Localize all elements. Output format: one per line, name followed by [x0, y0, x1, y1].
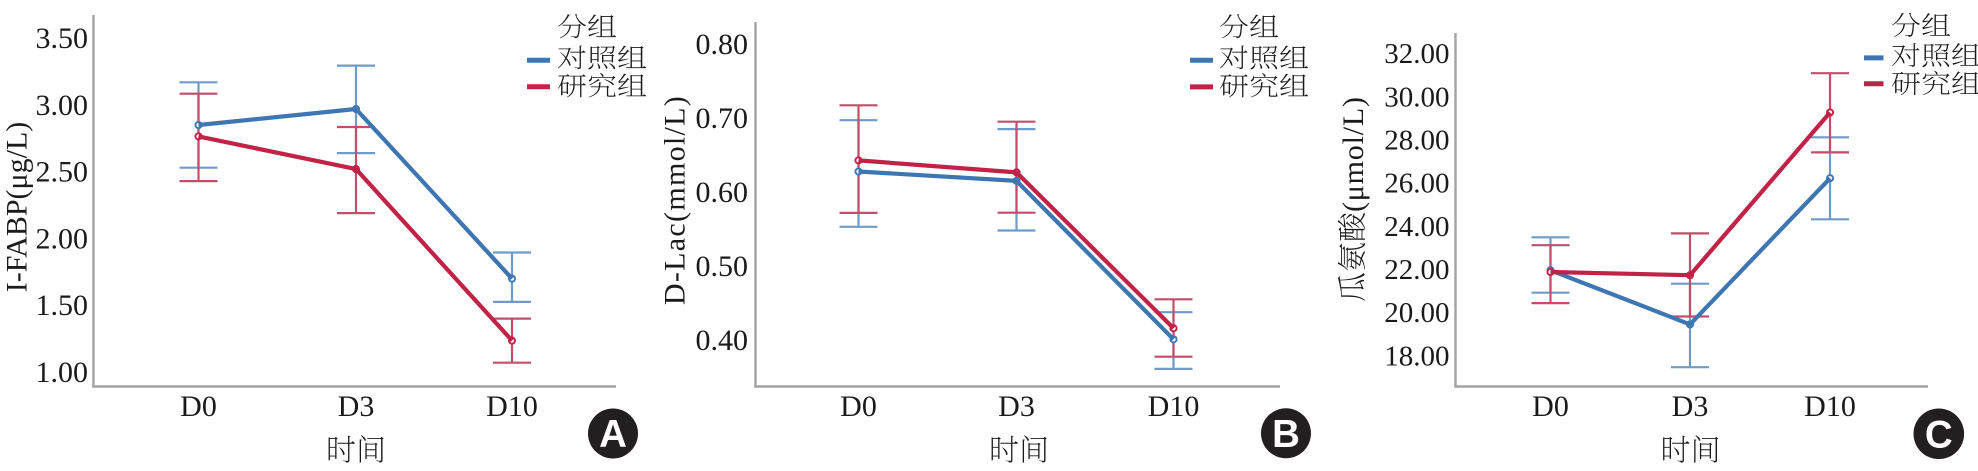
svg-text:1.00: 1.00 [36, 356, 89, 389]
svg-text:D10: D10 [1148, 390, 1200, 423]
svg-text:D3: D3 [1672, 390, 1709, 423]
svg-text:0.40: 0.40 [696, 324, 749, 357]
svg-text:D10: D10 [1804, 390, 1856, 423]
svg-text:C: C [1925, 414, 1953, 457]
svg-text:0.80: 0.80 [696, 28, 749, 61]
svg-text:2.50: 2.50 [36, 156, 89, 189]
svg-text:B: B [1272, 413, 1300, 456]
svg-text:26.00: 26.00 [1384, 168, 1449, 200]
svg-text:D3: D3 [998, 390, 1035, 423]
svg-text:0.50: 0.50 [696, 250, 749, 283]
svg-text:D0: D0 [840, 390, 877, 423]
svg-text:30.00: 30.00 [1384, 81, 1449, 113]
svg-text:28.00: 28.00 [1384, 125, 1449, 157]
svg-text:24.00: 24.00 [1384, 211, 1449, 243]
svg-text:A: A [599, 413, 627, 456]
svg-text:D-Lac(mmol/L): D-Lac(mmol/L) [659, 95, 692, 305]
svg-text:18.00: 18.00 [1384, 340, 1449, 372]
svg-text:20.00: 20.00 [1384, 297, 1449, 329]
svg-text:(μmol/L): (μmol/L) [1337, 96, 1370, 212]
svg-text:I-FABP(μg/L): I-FABP(μg/L) [1, 122, 34, 293]
svg-text:D0: D0 [1532, 390, 1569, 423]
svg-text:D0: D0 [180, 390, 217, 423]
svg-text:32.00: 32.00 [1384, 38, 1449, 70]
svg-text:2.00: 2.00 [36, 222, 89, 255]
svg-text:22.00: 22.00 [1384, 254, 1449, 286]
svg-text:0.70: 0.70 [696, 102, 749, 135]
svg-text:3.50: 3.50 [36, 22, 89, 55]
svg-text:0.60: 0.60 [696, 176, 749, 209]
svg-text:D10: D10 [486, 390, 538, 423]
svg-text:D3: D3 [338, 390, 375, 423]
svg-text:3.00: 3.00 [36, 89, 89, 122]
svg-text:1.50: 1.50 [36, 289, 89, 322]
